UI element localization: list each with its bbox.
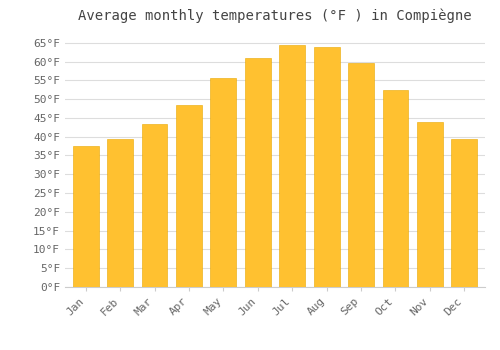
Bar	[348, 63, 374, 287]
Bar	[314, 47, 340, 287]
Bar	[176, 105, 202, 287]
Bar	[452, 139, 477, 287]
Title: Average monthly temperatures (°F ) in Compiègne: Average monthly temperatures (°F ) in Co…	[78, 9, 472, 23]
Bar	[417, 122, 443, 287]
Bar	[107, 139, 133, 287]
Bar	[245, 58, 270, 287]
Bar	[382, 90, 408, 287]
Bar	[142, 124, 168, 287]
Bar	[210, 78, 236, 287]
Bar	[72, 146, 99, 287]
Bar	[280, 45, 305, 287]
